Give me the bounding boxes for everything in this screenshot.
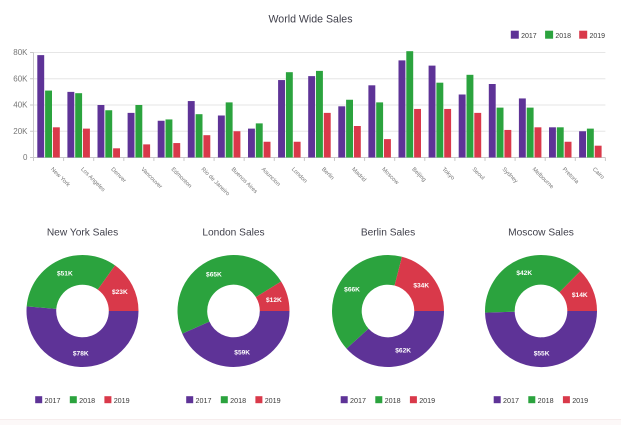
svg-text:$65K: $65K	[206, 271, 222, 278]
svg-text:80K: 80K	[13, 48, 28, 57]
svg-text:2019: 2019	[265, 396, 281, 405]
svg-text:$66K: $66K	[344, 287, 360, 294]
svg-text:$59K: $59K	[234, 350, 250, 357]
svg-text:2017: 2017	[521, 33, 537, 40]
svg-text:2017: 2017	[45, 396, 61, 405]
svg-text:2018: 2018	[79, 396, 95, 405]
svg-text:60K: 60K	[13, 74, 28, 83]
svg-text:$12K: $12K	[266, 297, 282, 304]
svg-text:2019: 2019	[419, 396, 435, 405]
svg-text:2017: 2017	[196, 396, 212, 405]
svg-text:2018: 2018	[538, 396, 554, 405]
svg-text:$23K: $23K	[112, 289, 128, 296]
svg-text:Moscow Sales: Moscow Sales	[508, 227, 574, 238]
svg-text:2019: 2019	[572, 396, 588, 405]
svg-text:2019: 2019	[114, 396, 130, 405]
svg-text:$51K: $51K	[57, 270, 73, 277]
svg-text:0: 0	[23, 153, 28, 162]
svg-text:$42K: $42K	[516, 270, 532, 277]
svg-text:2018: 2018	[230, 396, 246, 405]
svg-text:40K: 40K	[13, 101, 28, 110]
svg-text:$62K: $62K	[395, 348, 411, 355]
svg-text:$78K: $78K	[73, 350, 89, 357]
svg-text:2018: 2018	[385, 396, 401, 405]
svg-text:2017: 2017	[350, 396, 366, 405]
svg-text:$14K: $14K	[572, 292, 588, 299]
svg-text:New York Sales: New York Sales	[47, 227, 118, 238]
svg-text:World Wide Sales: World Wide Sales	[269, 14, 353, 26]
svg-text:$55K: $55K	[534, 350, 550, 357]
svg-text:London Sales: London Sales	[202, 227, 264, 238]
svg-text:Berlin Sales: Berlin Sales	[361, 227, 415, 238]
svg-text:$34K: $34K	[413, 283, 429, 290]
svg-text:2018: 2018	[555, 33, 571, 40]
svg-text:2019: 2019	[590, 33, 606, 40]
svg-text:20K: 20K	[13, 127, 28, 136]
svg-text:2017: 2017	[503, 396, 519, 405]
